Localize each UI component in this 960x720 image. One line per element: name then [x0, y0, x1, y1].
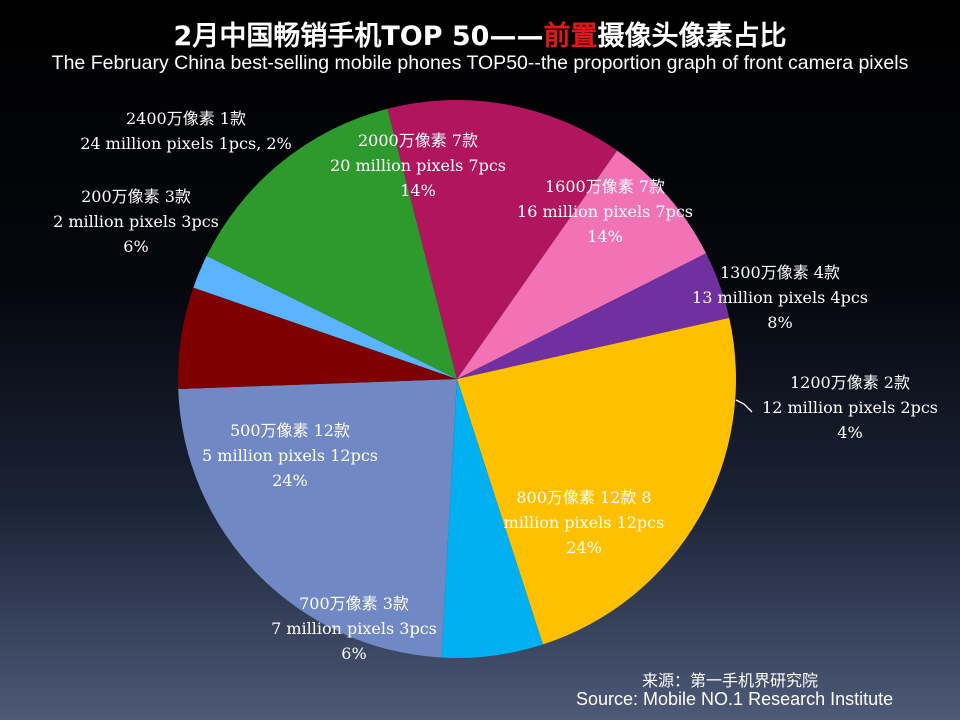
slice-label-cn: 1200万像素 2款 [790, 373, 910, 392]
slice-label-800: 800万像素 12款 8 million pixels 12pcs 24% [494, 485, 674, 560]
slice-label-200: 200万像素 3款 2 million pixels 3pcs 6% [44, 184, 228, 259]
slice-label-cn: 700万像素 3款 [299, 594, 409, 613]
pie-slice-6 [193, 255, 457, 379]
pie-slice-5 [178, 287, 457, 390]
title-cn-suffix: 摄像头像素占比 [597, 21, 787, 52]
slice-label-en: 16 million pixels 7pcs [517, 202, 693, 221]
slice-label-en: 13 million pixels 4pcs [692, 288, 868, 307]
chart-title-en: The February China best-selling mobile p… [51, 52, 909, 74]
slice-label-700: 700万像素 3款 7 million pixels 3pcs 6% [262, 591, 446, 666]
slice-label-500: 500万像素 12款 5 million pixels 12pcs 24% [194, 418, 386, 493]
slice-label-cn: 800万像素 12款 8 [516, 488, 652, 507]
slice-label-percent: 8% [767, 313, 793, 332]
pie-slice-7 [206, 108, 457, 379]
slice-label-cn: 500万像素 12款 [230, 421, 350, 440]
slice-label-percent: 24% [272, 471, 308, 490]
slice-label-cn: 2400万像素 1款 [126, 109, 246, 128]
pie-slice-0 [457, 150, 707, 379]
slice-label-en: 7 million pixels 3pcs [271, 619, 437, 638]
slice-label-1200: 1200万像素 2款 12 million pixels 2pcs 4% [752, 370, 948, 445]
slice-label-en: 24 million pixels 1pcs, 2% [80, 134, 292, 153]
slice-label-cn: 1300万像素 4款 [720, 263, 840, 282]
slice-label-2000: 2000万像素 7款 20 million pixels 7pcs 14% [322, 128, 514, 203]
slice-label-cn: 1600万像素 7款 [545, 177, 665, 196]
slice-label-en: million pixels 12pcs [503, 513, 665, 532]
source-en: Source: Mobile NO.1 Research Institute [576, 689, 894, 709]
source-cn: 来源：第一手机界研究院 [642, 671, 819, 690]
slice-label-en: 5 million pixels 12pcs [202, 446, 378, 465]
slice-label-en: 2 million pixels 3pcs [53, 212, 219, 231]
slice-label-en: 20 million pixels 7pcs [330, 156, 506, 175]
pie-slice-3 [441, 379, 543, 659]
title-cn-prefix: 2月中国畅销手机TOP 50—— [173, 21, 544, 52]
slice-label-percent: 4% [837, 423, 863, 442]
leader-line-1200 [735, 399, 753, 413]
title-cn-highlight: 前置 [543, 21, 598, 52]
slice-label-percent: 14% [400, 181, 436, 200]
slice-label-en: 12 million pixels 2pcs [762, 398, 938, 417]
pie-slice-8 [387, 100, 618, 379]
slice-label-1600: 1600万像素 7款 16 million pixels 7pcs 14% [508, 174, 702, 249]
pie-slice-2 [457, 317, 736, 645]
slice-label-percent: 6% [123, 237, 149, 256]
pie-slice-1 [457, 253, 730, 379]
slice-label-1300: 1300万像素 4款 13 million pixels 4pcs 8% [688, 260, 872, 335]
slice-label-percent: 14% [587, 227, 623, 246]
slice-label-percent: 6% [341, 644, 367, 663]
pie-slice-4 [178, 379, 457, 658]
chart-title-cn: 2月中国畅销手机TOP 50——前置摄像头像素占比 [0, 14, 960, 53]
slice-label-cn: 200万像素 3款 [81, 187, 191, 206]
slice-label-2400: 2400万像素 1款 24 million pixels 1pcs, 2% [68, 106, 304, 156]
slice-label-cn: 2000万像素 7款 [358, 131, 478, 150]
slice-label-percent: 24% [566, 538, 602, 557]
